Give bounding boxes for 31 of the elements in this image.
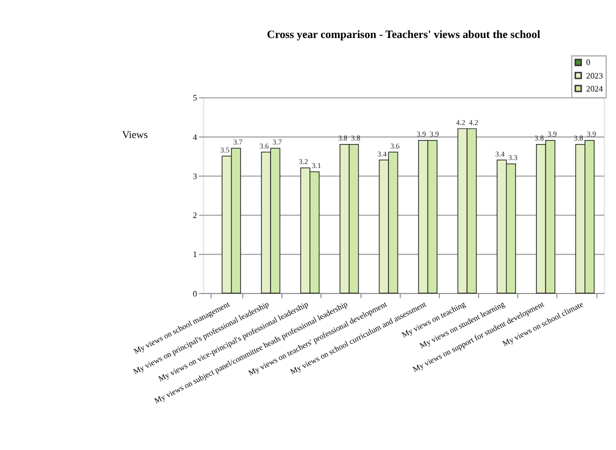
data-label: 3.3 — [508, 153, 518, 162]
y-tick-label: 5 — [192, 94, 198, 103]
y-tick-label: 4 — [192, 132, 198, 142]
data-label: 3.8 — [351, 134, 361, 143]
data-label: 3.7 — [233, 138, 243, 147]
data-label: 3.6 — [260, 141, 270, 150]
data-label: 4.2 — [456, 118, 466, 127]
legend-label: 0 — [586, 58, 590, 68]
data-label: 3.8 — [534, 134, 544, 143]
y-tick-label: 2 — [192, 211, 198, 220]
data-label: 3.4 — [495, 149, 505, 158]
y-axis-title: Views — [122, 130, 148, 141]
data-label: 4.2 — [468, 118, 478, 127]
y-tick-label: 3 — [192, 172, 198, 181]
y-tick-label: 1 — [192, 250, 198, 260]
data-label: 3.1 — [312, 161, 322, 170]
data-label: 3.9 — [430, 130, 440, 139]
y-tick-label: 0 — [192, 289, 198, 298]
data-label: 3.9 — [586, 130, 596, 139]
legend-label: 2024 — [586, 84, 604, 94]
data-label: 3.7 — [272, 138, 282, 147]
chart-title: Cross year comparison - Teachers' views about the school — [266, 29, 540, 42]
data-label: 3.5 — [220, 145, 230, 154]
data-label: 3.9 — [416, 130, 426, 139]
data-label: 3.8 — [338, 134, 348, 143]
data-label: 3.2 — [298, 157, 308, 166]
data-label: 3.9 — [547, 130, 558, 139]
legend-label: 2023 — [586, 71, 603, 80]
data-label: 3.8 — [574, 134, 584, 143]
data-label: 3.6 — [390, 141, 400, 150]
data-label: 3.4 — [377, 149, 387, 158]
